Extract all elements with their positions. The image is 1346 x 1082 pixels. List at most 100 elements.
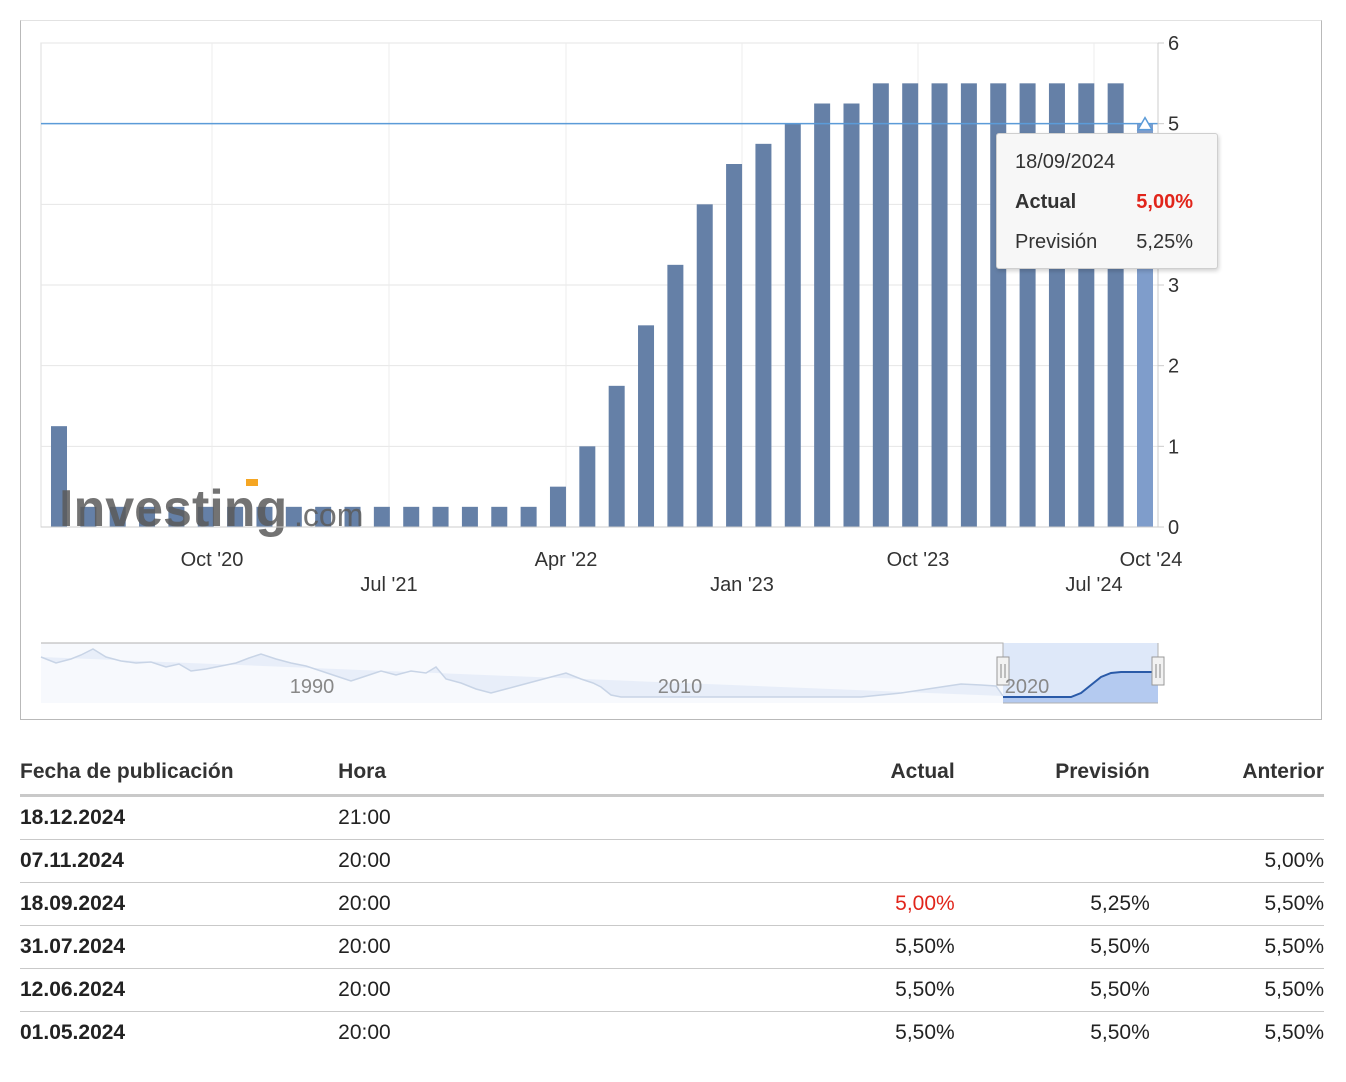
cell-time: 20:00 — [338, 925, 819, 969]
x-tick-label: Jan '23 — [710, 574, 774, 596]
cell-forecast: 5,50% — [1090, 1021, 1150, 1044]
bar[interactable] — [667, 264, 684, 527]
bar[interactable] — [931, 83, 948, 528]
table-row: 07.11.2024 20:00 5,00% — [20, 839, 1324, 883]
bar[interactable] — [960, 83, 977, 528]
table-row: 18.09.2024 20:00 5,00% 5,25% 5,50% — [20, 882, 1324, 926]
cell-actual: 5,50% — [818, 925, 955, 969]
cell-actual: 5,50% — [895, 1021, 955, 1044]
logo-dot-mark — [246, 479, 258, 486]
bar[interactable] — [256, 506, 273, 527]
watermark-domain: .com — [294, 497, 363, 533]
bar[interactable] — [814, 103, 831, 528]
cell-date: 31.07.2024 — [20, 925, 339, 969]
y-tick-label: 2 — [1168, 356, 1179, 378]
bar[interactable] — [80, 506, 97, 527]
chart-container: Investing .com 0 1 2 3 5 6 Oct '20 Jul '21 Apr … — [20, 20, 1322, 720]
table-header-row: Fecha de publicación Hora Actual Previsi… — [20, 750, 1324, 797]
y-tick-label: 1 — [1168, 436, 1179, 458]
x-axis: Oct '20 Jul '21 Apr '22 Jan '23 Oct '23 Jul '… — [41, 526, 1183, 596]
y-axis: 0 1 2 3 5 6 — [1157, 33, 1179, 539]
investing-logo-watermark: Investing .com — [59, 479, 363, 538]
header-forecast[interactable]: Previsión — [954, 750, 1150, 797]
navigator-outline — [41, 642, 1159, 657]
forecast-line — [41, 116, 1158, 131]
bar[interactable] — [227, 506, 244, 527]
forecast-marker — [1136, 116, 1154, 131]
cell-forecast — [954, 795, 1150, 840]
bar[interactable] — [403, 506, 420, 527]
bar[interactable] — [168, 506, 185, 527]
bar[interactable] — [491, 506, 508, 527]
cell-time: 20:00 — [338, 882, 819, 926]
data-tooltip: 18/09/2024 Actual 5,00% Previsión 5,25% — [996, 133, 1218, 269]
navigator-left-handle[interactable] — [996, 656, 1010, 686]
cell-previous — [1149, 795, 1324, 840]
tooltip-date: 18/09/2024 — [1015, 151, 1116, 173]
y-tick-label: 6 — [1168, 33, 1179, 55]
header-actual[interactable]: Actual — [818, 750, 955, 797]
header-previous[interactable]: Anterior — [1149, 750, 1324, 797]
y-tick-label: 3 — [1168, 275, 1179, 297]
x-tick-label: Jul '24 — [1065, 574, 1122, 596]
bar[interactable] — [549, 486, 566, 527]
cell-previous: 5,50% — [1149, 882, 1324, 926]
navigator[interactable]: 1990 2010 2020 — [40, 642, 1165, 704]
cell-previous: 5,50% — [1149, 925, 1324, 969]
bar[interactable] — [344, 506, 361, 527]
bar[interactable] — [51, 426, 67, 527]
bar[interactable] — [315, 506, 332, 527]
cell-actual — [818, 795, 955, 840]
bar[interactable] — [843, 103, 860, 528]
navigator-selected-fill — [1003, 672, 1158, 703]
cell-actual: 5,00% — [818, 882, 955, 926]
navigator-right-handle[interactable] — [1151, 656, 1165, 686]
bar[interactable] — [784, 123, 801, 528]
bar[interactable] — [432, 506, 449, 527]
cell-time: 20:00 — [338, 839, 819, 883]
cell-previous: 5,50% — [1149, 968, 1324, 1012]
cell-time: 20:00 — [338, 968, 819, 1012]
tooltip-forecast-label: Previsión — [1015, 231, 1098, 253]
watermark-main: Investing — [59, 480, 287, 538]
bar[interactable] — [197, 506, 214, 527]
bar[interactable] — [139, 506, 156, 527]
bar[interactable] — [579, 446, 596, 527]
bar[interactable] — [696, 204, 713, 528]
navigator-selected-series — [1003, 671, 1158, 698]
cell-actual: 5,50% — [818, 968, 955, 1012]
bar[interactable] — [726, 164, 743, 527]
bar[interactable] — [872, 83, 889, 528]
x-tick-label: Oct '23 — [887, 549, 950, 571]
navigator-year-label: 1990 — [290, 676, 335, 698]
x-tick-label: Oct '24 — [1120, 549, 1183, 571]
table-row: 12.06.2024 20:00 5,50% 5,50% 5,50% — [20, 968, 1324, 1012]
header-date[interactable]: Fecha de publicación — [20, 750, 339, 797]
x-tick-label: Oct '20 — [181, 549, 244, 571]
cell-date: 18.09.2024 — [20, 882, 339, 926]
navigator-year-label: 2010 — [658, 676, 703, 698]
cell-time: 20:00 — [338, 1021, 391, 1044]
cell-date: 12.06.2024 — [20, 968, 339, 1012]
bar[interactable] — [520, 506, 537, 527]
bar[interactable] — [608, 385, 625, 527]
x-tick-label: Apr '22 — [535, 549, 598, 571]
bar[interactable] — [902, 83, 919, 528]
bar[interactable] — [461, 506, 478, 527]
bar[interactable] — [109, 506, 126, 527]
header-time[interactable]: Hora — [338, 750, 819, 797]
navigator-history-series — [40, 648, 1004, 698]
y-tick-label: 0 — [1168, 517, 1179, 539]
table-row: 01.05.2024 20:00 5,50% 5,50% 5,50% — [20, 1012, 1324, 1055]
bar[interactable] — [755, 143, 772, 527]
cell-date: 07.11.2024 — [20, 839, 339, 883]
bar[interactable] — [373, 506, 390, 527]
bar[interactable] — [638, 325, 655, 527]
cell-forecast — [954, 839, 1150, 883]
bar[interactable] — [285, 506, 302, 527]
bar-chart: Investing .com 0 1 2 3 5 6 Oct '20 Jul '21 Apr … — [40, 33, 1183, 704]
tooltip-actual-label: Actual — [1015, 191, 1077, 213]
cell-actual — [818, 839, 955, 883]
cell-forecast: 5,50% — [954, 925, 1150, 969]
tooltip-actual-value: 5,00% — [1136, 191, 1193, 213]
